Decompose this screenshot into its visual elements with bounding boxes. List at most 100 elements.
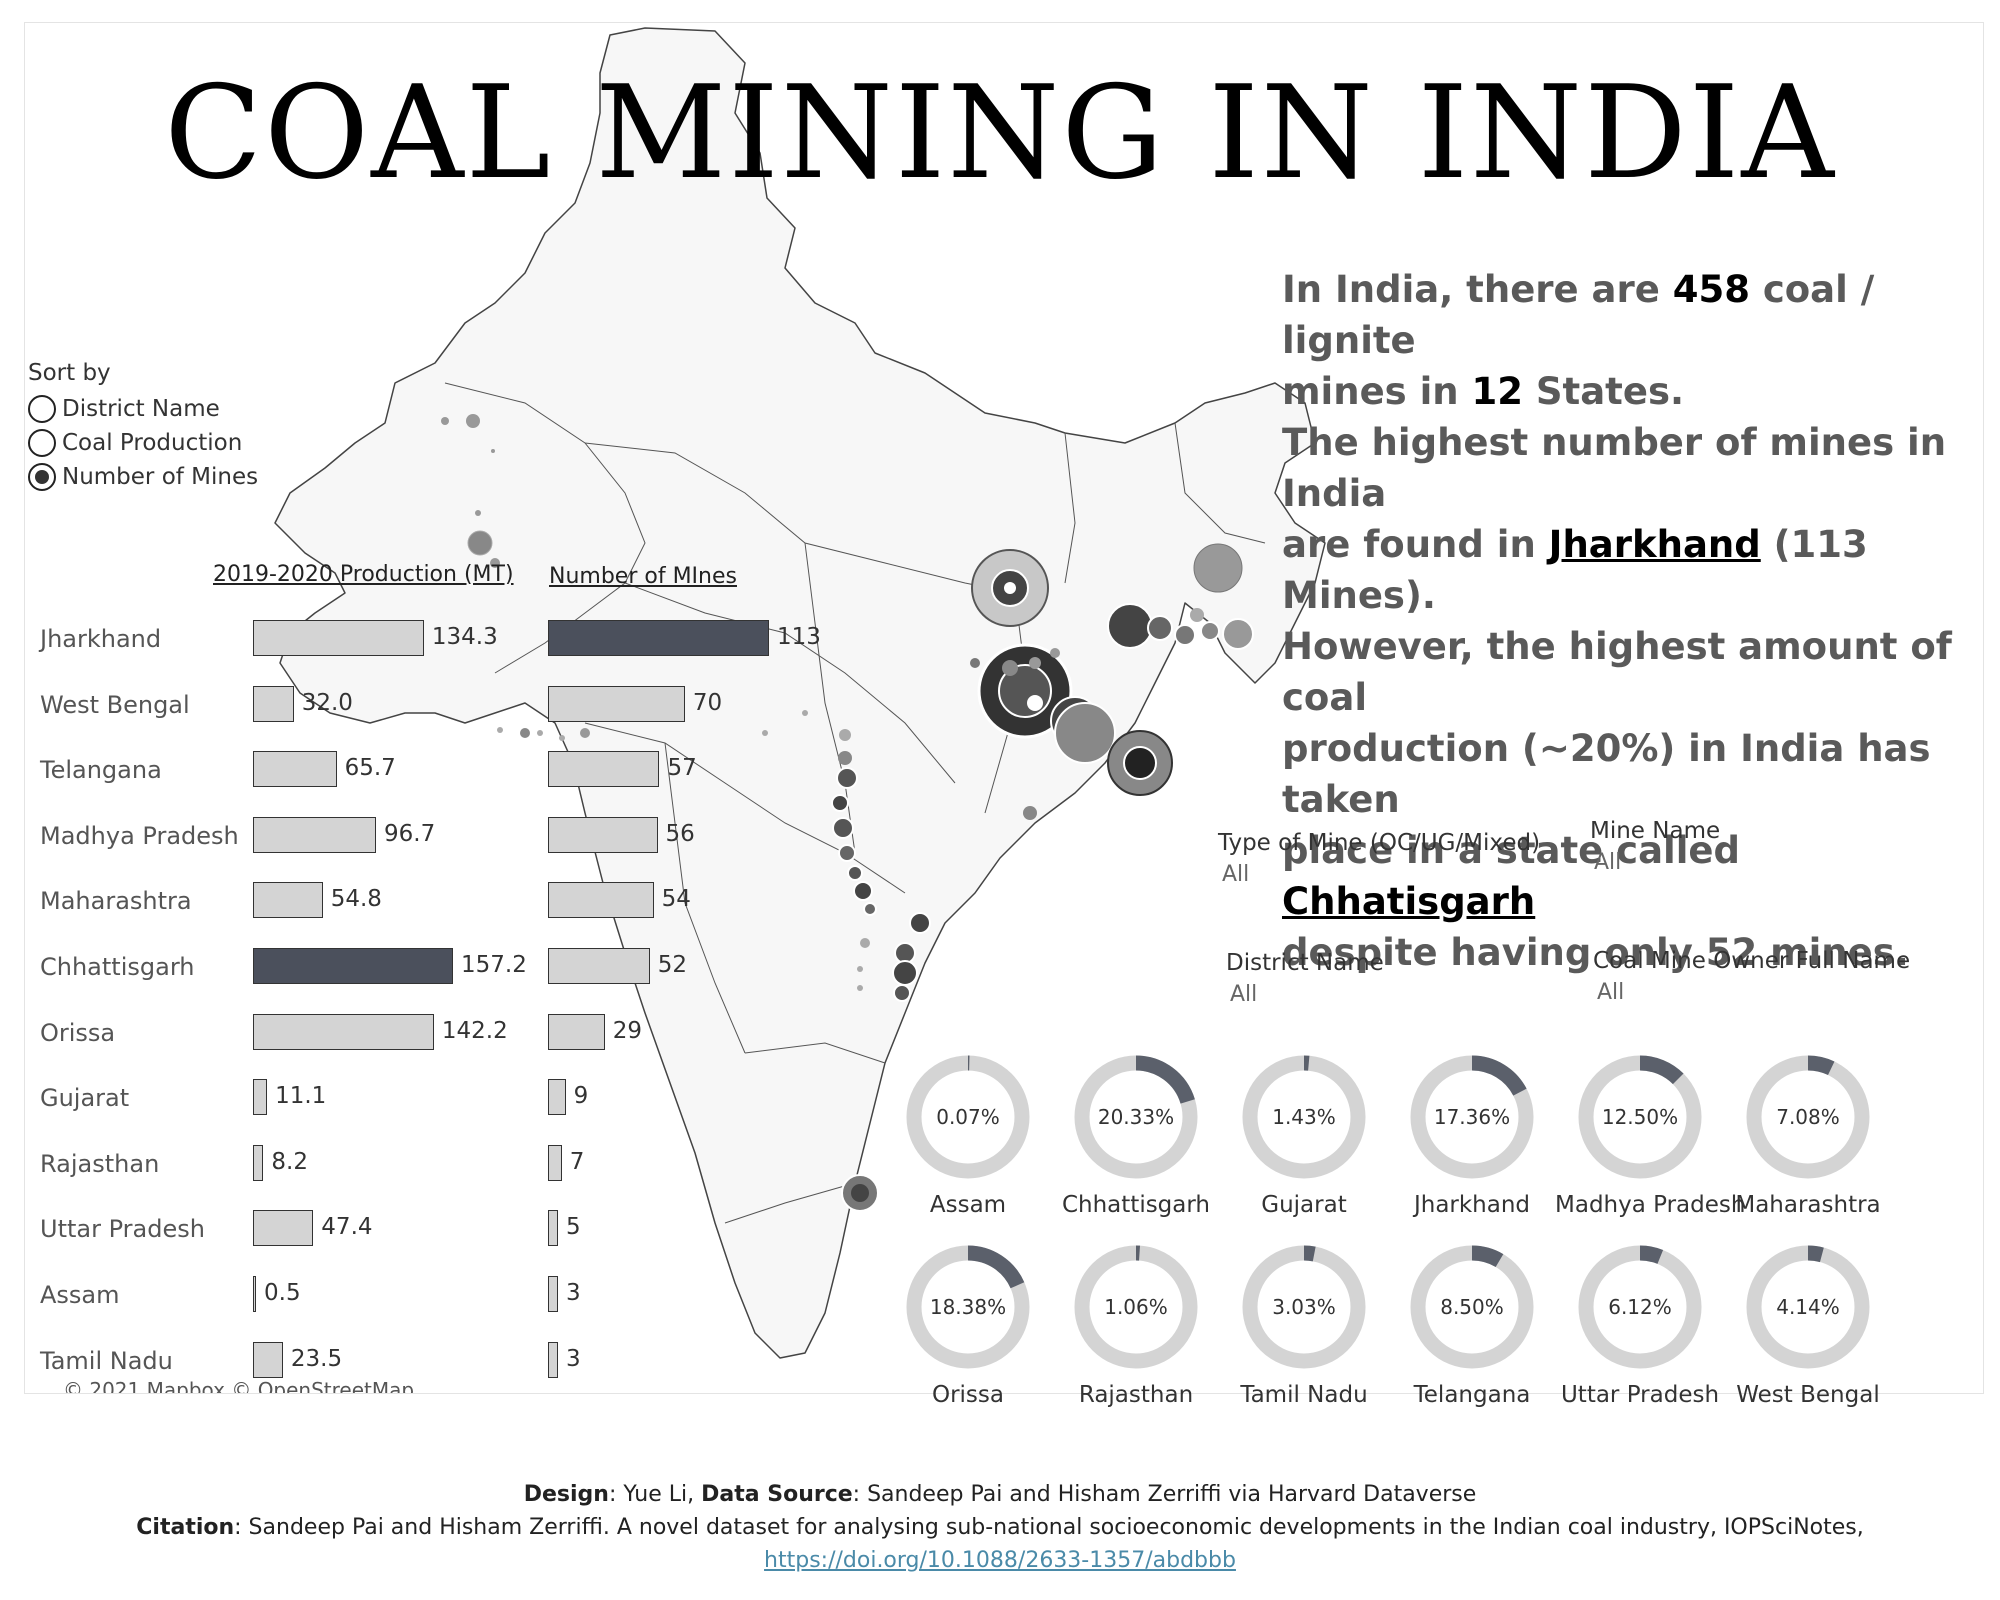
sort-option-district-name[interactable]: District Name bbox=[28, 392, 258, 426]
donut-state-label: Uttar Pradesh bbox=[1560, 1382, 1720, 1408]
radio-button-selected[interactable] bbox=[28, 463, 56, 491]
donut-chart[interactable]: 1.06% Rajasthan bbox=[1051, 1242, 1221, 1408]
filter-district-name[interactable]: District Name All bbox=[1226, 950, 1384, 1007]
sort-option-coal-production[interactable]: Coal Production bbox=[28, 426, 258, 460]
donut-ring bbox=[1746, 1245, 1870, 1369]
donut-percent-label: 12.50% bbox=[1601, 1105, 1679, 1129]
donut-chart[interactable]: 4.14% West Bengal bbox=[1723, 1242, 1893, 1408]
filter-type-of-mine[interactable]: Type of Mine (OC/UG/Mixed) All bbox=[1218, 830, 1540, 887]
summary-line-8: despite having only 52 mines. bbox=[1282, 931, 1909, 974]
production-column-header: 2019-2020 Production (MT) bbox=[213, 562, 514, 587]
top-mines-state: Jharkhand bbox=[1548, 523, 1761, 566]
radio-button[interactable] bbox=[28, 429, 56, 457]
donut-ring bbox=[1242, 1245, 1366, 1369]
filter-coal-mine-owner[interactable]: Coal Mine Owner Full Name All bbox=[1593, 948, 1910, 1005]
donut-chart[interactable]: 1.43% Gujarat bbox=[1219, 1052, 1389, 1218]
donut-chart[interactable]: 7.08% Maharashtra bbox=[1723, 1052, 1893, 1218]
donut-state-label: Tamil Nadu bbox=[1240, 1382, 1368, 1408]
donut-slice[interactable] bbox=[906, 1055, 1030, 1179]
page-title: COAL MINING IN INDIA bbox=[164, 59, 1836, 208]
filter-value[interactable]: All bbox=[1230, 982, 1258, 1007]
donut-percent-label: 18.38% bbox=[929, 1295, 1007, 1319]
mines-column-header: Number of MInes bbox=[549, 564, 737, 589]
map-state-borders bbox=[444, 382, 1266, 1224]
filter-value[interactable]: All bbox=[1594, 850, 1622, 875]
summary-line-4: are found in Jharkhand (113 Mines). bbox=[1282, 523, 1868, 617]
states-total-value: 12 bbox=[1471, 370, 1523, 413]
donut-ring bbox=[1578, 1055, 1702, 1179]
donut-percent-label: 8.50% bbox=[1440, 1295, 1504, 1319]
donut-slice[interactable] bbox=[1242, 1245, 1366, 1369]
donut-percent-label: 4.14% bbox=[1776, 1295, 1840, 1319]
sort-option-number-of-mines[interactable]: Number of Mines bbox=[28, 460, 258, 494]
donut-ring bbox=[906, 1245, 1030, 1369]
donut-state-label: Orissa bbox=[931, 1382, 1004, 1408]
donut-chart[interactable]: 6.12% Uttar Pradesh bbox=[1555, 1242, 1725, 1408]
footer: Design: Yue Li, Data Source: Sandeep Pai… bbox=[0, 1478, 2000, 1577]
donut-state-label: Rajasthan bbox=[1078, 1382, 1194, 1408]
donut-state-label: Gujarat bbox=[1261, 1192, 1347, 1218]
donut-slice[interactable] bbox=[1410, 1245, 1534, 1369]
donut-percent-label: 0.07% bbox=[936, 1105, 1000, 1129]
summary-line-2: mines in 12 States. bbox=[1282, 370, 1685, 413]
mines-total-value: 458 bbox=[1672, 268, 1750, 311]
donut-percent-label: 6.12% bbox=[1608, 1295, 1672, 1319]
sort-by-label: Sort by bbox=[28, 360, 111, 386]
summary-line-1: In India, there are 458 coal / lignite bbox=[1282, 268, 1875, 362]
filter-value[interactable]: All bbox=[1222, 862, 1250, 887]
donut-slice[interactable] bbox=[1074, 1055, 1198, 1179]
donut-state-label: Telangana bbox=[1413, 1382, 1531, 1408]
summary-line-3: The highest number of mines in India bbox=[1282, 421, 1947, 515]
mine-markers[interactable] bbox=[441, 414, 1254, 1212]
donut-state-label: Maharashtra bbox=[1735, 1192, 1881, 1218]
sort-by-control: Sort by District Name Coal Production Nu… bbox=[28, 360, 258, 494]
india-map[interactable] bbox=[25, 23, 1983, 1393]
donut-slice[interactable] bbox=[1746, 1055, 1870, 1179]
filter-value[interactable]: All bbox=[1597, 980, 1625, 1005]
summary-text: In India, there are 458 coal / lignite m… bbox=[1282, 264, 1972, 978]
donut-chart[interactable]: 0.07% Assam bbox=[883, 1052, 1053, 1218]
footer-citation: Citation: Sandeep Pai and Hisham Zerriff… bbox=[136, 1515, 1864, 1540]
summary-line-6: production (~20%) in India has taken bbox=[1282, 727, 1931, 821]
donut-ring bbox=[1410, 1245, 1534, 1369]
map-land bbox=[274, 27, 1326, 1359]
donut-chart[interactable]: 17.36% Jharkhand bbox=[1387, 1052, 1557, 1218]
filter-label: Mine Name bbox=[1590, 818, 1721, 844]
donut-ring bbox=[1746, 1055, 1870, 1179]
donut-state-label: West Bengal bbox=[1736, 1382, 1880, 1408]
top-production-state: Chhatisgarh bbox=[1282, 880, 1536, 923]
donut-slice[interactable] bbox=[1242, 1055, 1366, 1179]
filter-label: Coal Mine Owner Full Name bbox=[1593, 948, 1911, 974]
donut-chart[interactable]: 18.38% Orissa bbox=[883, 1242, 1053, 1408]
donut-ring bbox=[906, 1055, 1030, 1179]
doi-link[interactable]: https://doi.org/10.1088/2633-1357/abdbbb bbox=[764, 1548, 1236, 1573]
donut-percent-label: 17.36% bbox=[1433, 1105, 1511, 1129]
donut-chart[interactable]: 3.03% Tamil Nadu bbox=[1219, 1242, 1389, 1408]
summary-line-7: place in a state called Chhatisgarh bbox=[1282, 829, 1740, 923]
donut-state-label: Assam bbox=[929, 1192, 1007, 1218]
donut-ring bbox=[1578, 1245, 1702, 1369]
donut-chart[interactable]: 8.50% Telangana bbox=[1387, 1242, 1557, 1408]
donut-ring bbox=[1242, 1055, 1366, 1179]
donut-chart[interactable]: 12.50% Madhya Pradesh bbox=[1555, 1052, 1745, 1218]
donut-ring bbox=[1410, 1055, 1534, 1179]
donut-slice[interactable] bbox=[1746, 1245, 1870, 1369]
donut-slice[interactable] bbox=[1410, 1055, 1534, 1179]
donut-ring bbox=[1074, 1055, 1198, 1179]
donut-percent-label: 1.43% bbox=[1272, 1105, 1336, 1129]
donut-percent-label: 20.33% bbox=[1097, 1105, 1175, 1129]
donut-state-label: Jharkhand bbox=[1413, 1192, 1531, 1218]
donut-slice[interactable] bbox=[1578, 1055, 1702, 1179]
radio-button[interactable] bbox=[28, 395, 56, 423]
donut-slice[interactable] bbox=[1578, 1245, 1702, 1369]
donut-slice[interactable] bbox=[1074, 1245, 1198, 1369]
donut-percent-label: 7.08% bbox=[1776, 1105, 1840, 1129]
donut-chart[interactable]: 20.33% Chhattisgarh bbox=[1051, 1052, 1221, 1218]
filter-label: Type of Mine (OC/UG/Mixed) bbox=[1218, 830, 1541, 856]
donut-slice[interactable] bbox=[906, 1245, 1030, 1369]
donut-percent-label: 3.03% bbox=[1272, 1295, 1336, 1319]
footer-credits: Design: Yue Li, Data Source: Sandeep Pai… bbox=[523, 1482, 1477, 1507]
donut-ring bbox=[1074, 1245, 1198, 1369]
donut-state-label: Chhattisgarh bbox=[1061, 1192, 1211, 1218]
filter-mine-name[interactable]: Mine Name All bbox=[1590, 818, 1720, 875]
